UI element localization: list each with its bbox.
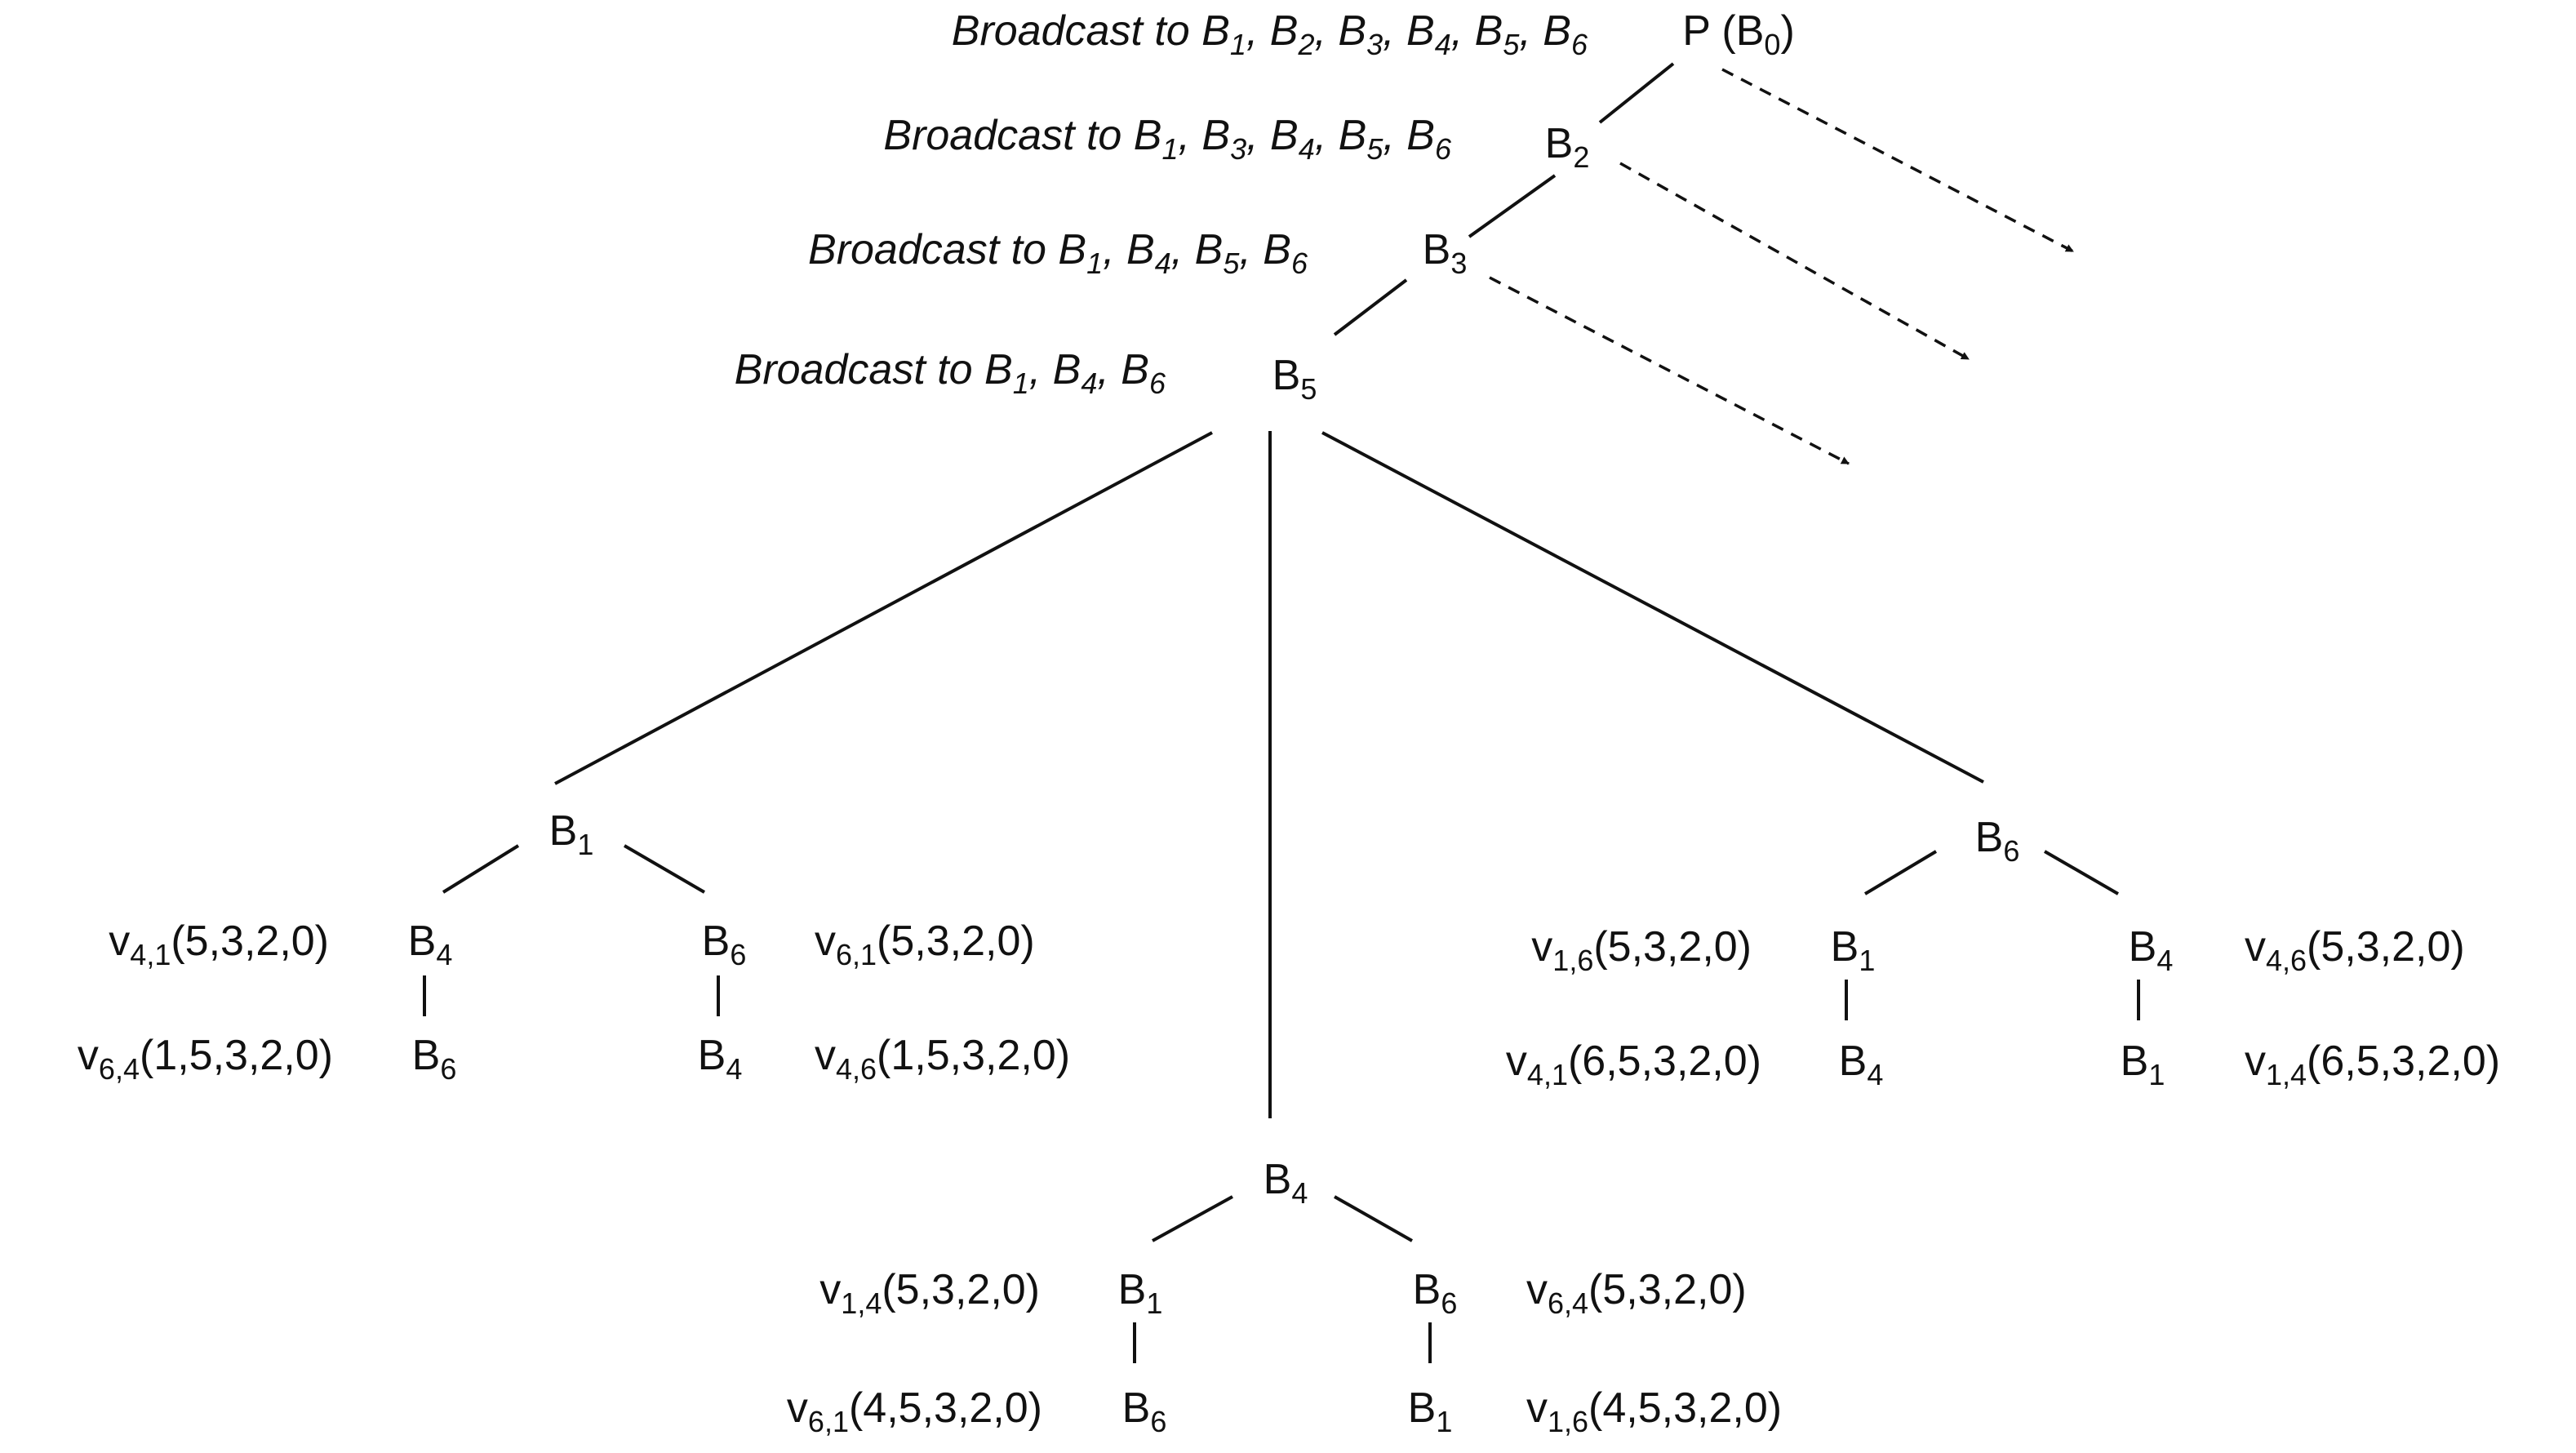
edge-b5-b6 bbox=[1321, 431, 1984, 784]
node-b1-right: B1 bbox=[1831, 923, 1876, 977]
vector-v64-left: v6,4(1,5,3,2,0) bbox=[78, 1032, 333, 1086]
vector-v46-left: v4,6(1,5,3,2,0) bbox=[815, 1032, 1070, 1086]
node-b6-mid: B6 bbox=[1413, 1266, 1458, 1320]
broadcast-label-3: Broadcast to B1, B4, B5, B6​ bbox=[808, 226, 1308, 280]
node-b1-mid-child: B1 bbox=[1408, 1384, 1453, 1438]
node-b5: B5 bbox=[1272, 352, 1317, 406]
node-b4-left: B4 bbox=[408, 918, 453, 971]
node-b6-left-child: B6 bbox=[412, 1032, 457, 1086]
node-b1-left: B1 bbox=[549, 807, 594, 861]
edge-b4-b1-mid bbox=[1152, 1195, 1233, 1242]
broadcast-label-1: Broadcast to B1, B2, B3, B4, B5, B6​ bbox=[952, 7, 1588, 61]
vector-v61-left: v6,1(5,3,2,0) bbox=[815, 918, 1035, 971]
broadcast-label-4: Broadcast to B1, B4, B6​ bbox=[735, 346, 1166, 400]
broadcast-label-2: Broadcast to B1, B3, B4, B5, B6​ bbox=[883, 112, 1452, 166]
edge-b6-b1-right bbox=[1863, 850, 1938, 895]
node-b1-right-child: B1 bbox=[2121, 1038, 2165, 1091]
edge-b6-b4-right bbox=[2043, 850, 2120, 895]
vector-v64-mid: v6,4(5,3,2,0) bbox=[1526, 1266, 1747, 1320]
edge-b3-b5 bbox=[1333, 278, 1408, 336]
edge-b5-b1 bbox=[554, 431, 1213, 785]
broadcast-arrow-root bbox=[1721, 68, 2074, 253]
node-b4-mid: B4 bbox=[1264, 1156, 1308, 1210]
node-b4-right: B4 bbox=[2129, 923, 2174, 977]
vector-v41-left: v4,1(5,3,2,0) bbox=[109, 918, 329, 971]
node-b6-right: B6 bbox=[1975, 814, 2020, 868]
edge-b1-b6-left bbox=[623, 844, 706, 894]
vector-v46-right: v4,6(5,3,2,0) bbox=[2245, 923, 2465, 977]
edge-b4-b6-mid bbox=[1334, 1195, 1413, 1242]
node-b2: B2 bbox=[1545, 120, 1590, 174]
vector-v16-mid: v1,6(4,5,3,2,0) bbox=[1526, 1384, 1782, 1438]
edge-b1-b4-left bbox=[442, 844, 520, 894]
broadcast-arrow-b2 bbox=[1619, 162, 1970, 361]
broadcast-arrow-b3 bbox=[1489, 276, 1850, 465]
node-b1-mid: B1 bbox=[1118, 1266, 1163, 1320]
edge-b2-b3 bbox=[1468, 174, 1557, 238]
root-node-p: P (B0) bbox=[1682, 7, 1795, 61]
node-b6-left: B6 bbox=[702, 918, 747, 971]
node-b4-left-child: B4 bbox=[698, 1032, 743, 1086]
vector-v16-right: v1,6(5,3,2,0) bbox=[1531, 923, 1752, 977]
node-b3: B3 bbox=[1423, 226, 1468, 280]
vector-v41-right: v4,1(6,5,3,2,0) bbox=[1506, 1038, 1761, 1091]
edge-p-b2 bbox=[1598, 62, 1675, 124]
vector-v14-right: v1,4(6,5,3,2,0) bbox=[2245, 1038, 2500, 1091]
vector-v61-mid: v6,1(4,5,3,2,0) bbox=[787, 1384, 1042, 1438]
node-b6-mid-child: B6 bbox=[1122, 1384, 1167, 1438]
vector-v14-mid: v1,4(5,3,2,0) bbox=[819, 1266, 1040, 1320]
node-b4-right-child: B4 bbox=[1839, 1038, 1884, 1091]
